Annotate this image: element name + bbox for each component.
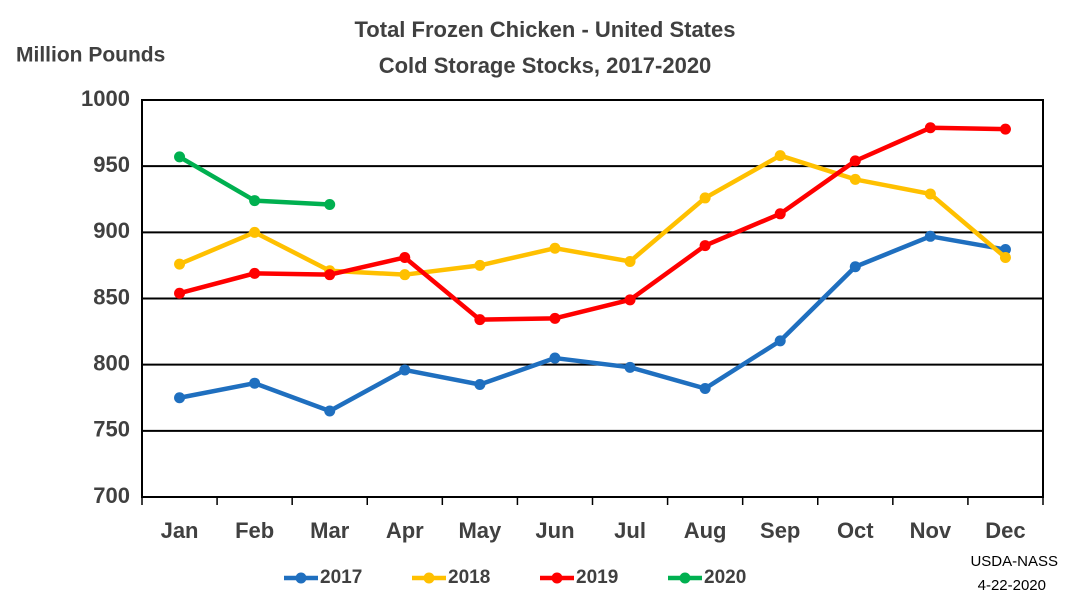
data-point — [849, 173, 861, 185]
legend-label: 2017 — [320, 567, 362, 588]
y-tick-label: 1000 — [81, 86, 130, 111]
data-point — [399, 269, 411, 281]
series-line — [179, 234, 1006, 414]
data-point — [249, 267, 261, 279]
legend-marker — [679, 572, 691, 584]
data-point — [399, 251, 411, 263]
x-tick-label: Apr — [386, 518, 424, 543]
data-point — [399, 364, 411, 376]
data-point — [324, 405, 336, 417]
data-point — [474, 314, 486, 326]
y-tick-label: 800 — [93, 350, 130, 375]
data-point — [549, 242, 561, 254]
y-tick-label: 850 — [93, 284, 130, 309]
x-tick-label: Oct — [837, 518, 874, 543]
data-point — [174, 392, 186, 404]
data-point — [549, 312, 561, 324]
x-tick-label: Sep — [760, 518, 800, 543]
data-point — [474, 259, 486, 271]
x-tick-label: Dec — [985, 518, 1025, 543]
data-point — [999, 251, 1011, 263]
data-point — [249, 226, 261, 238]
y-tick-label: 950 — [93, 152, 130, 177]
x-tick-label: Jul — [614, 518, 646, 543]
data-point — [624, 255, 636, 267]
data-point — [174, 151, 186, 163]
data-point — [774, 150, 786, 162]
data-point — [549, 352, 561, 364]
data-point — [699, 240, 711, 252]
data-point — [174, 258, 186, 270]
x-tick-label: Jan — [161, 518, 199, 543]
date-note: 4-22-2020 — [978, 577, 1046, 594]
data-point — [699, 192, 711, 204]
x-tick-label: Nov — [910, 518, 952, 543]
series-line — [178, 125, 1006, 322]
y-axis-label: Million Pounds — [16, 44, 165, 67]
data-point — [774, 335, 786, 347]
data-point — [924, 188, 936, 200]
data-point — [249, 195, 261, 207]
data-point — [999, 123, 1011, 135]
legend-marker — [423, 572, 435, 584]
chart-title: Total Frozen Chicken - United States — [355, 17, 736, 42]
data-point — [324, 199, 336, 211]
x-tick-label: Mar — [310, 518, 350, 543]
x-tick-label: Jun — [535, 518, 574, 543]
source-note: USDA-NASS — [970, 553, 1058, 570]
data-point — [924, 230, 936, 242]
data-point — [849, 155, 861, 167]
legend-label: 2018 — [448, 567, 490, 588]
data-point — [474, 379, 486, 391]
data-point — [849, 261, 861, 273]
legend-label: 2019 — [576, 567, 618, 588]
data-point — [699, 382, 711, 394]
data-point — [774, 208, 786, 220]
y-tick-label: 900 — [93, 218, 130, 243]
y-tick-label: 750 — [93, 417, 130, 442]
data-point — [174, 287, 186, 299]
y-tick-label: 700 — [93, 483, 130, 508]
series-line — [178, 153, 1007, 277]
data-point — [624, 294, 636, 306]
legend-marker — [551, 572, 563, 584]
x-tick-label: May — [458, 518, 502, 543]
legend-marker — [295, 572, 307, 584]
x-tick-label: Aug — [684, 518, 727, 543]
x-tick-label: Feb — [235, 518, 274, 543]
chart-subtitle: Cold Storage Stocks, 2017-2020 — [379, 53, 712, 78]
legend-label: 2020 — [704, 567, 746, 588]
data-point — [249, 377, 261, 389]
data-point — [924, 122, 936, 134]
data-point — [624, 361, 636, 373]
data-point — [324, 269, 336, 281]
